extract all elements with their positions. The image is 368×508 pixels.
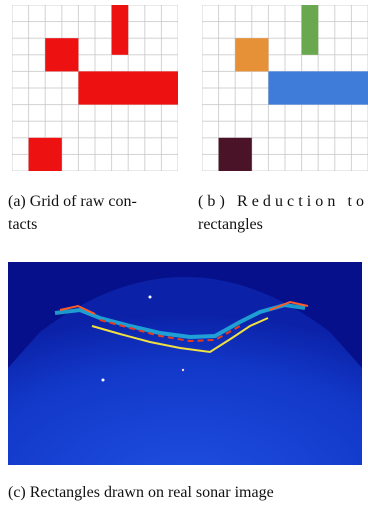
sonar-dot bbox=[149, 296, 152, 299]
caption: (b) Reduction to bbox=[198, 193, 364, 210]
caption: tacts bbox=[8, 216, 37, 233]
cell-block bbox=[29, 138, 62, 171]
cell-block bbox=[112, 5, 129, 55]
caption: (c) Rectangles drawn on real sonar image bbox=[8, 484, 274, 501]
rectangle bbox=[235, 38, 268, 71]
cell-block bbox=[45, 38, 78, 71]
sonar-image bbox=[8, 262, 362, 465]
grid-rectangles bbox=[202, 5, 368, 171]
figure: (a) Grid of raw con- tacts (b) Reduction… bbox=[0, 0, 368, 508]
caption: rectangles bbox=[198, 216, 263, 233]
rectangle bbox=[219, 138, 252, 171]
grid-raw bbox=[12, 5, 178, 171]
caption: (a) Grid of raw con- bbox=[8, 193, 137, 210]
sonar-dot bbox=[102, 379, 105, 382]
cell-block bbox=[78, 71, 178, 104]
rectangle bbox=[302, 5, 319, 55]
rectangle bbox=[268, 71, 368, 104]
sonar-dot bbox=[182, 369, 184, 371]
